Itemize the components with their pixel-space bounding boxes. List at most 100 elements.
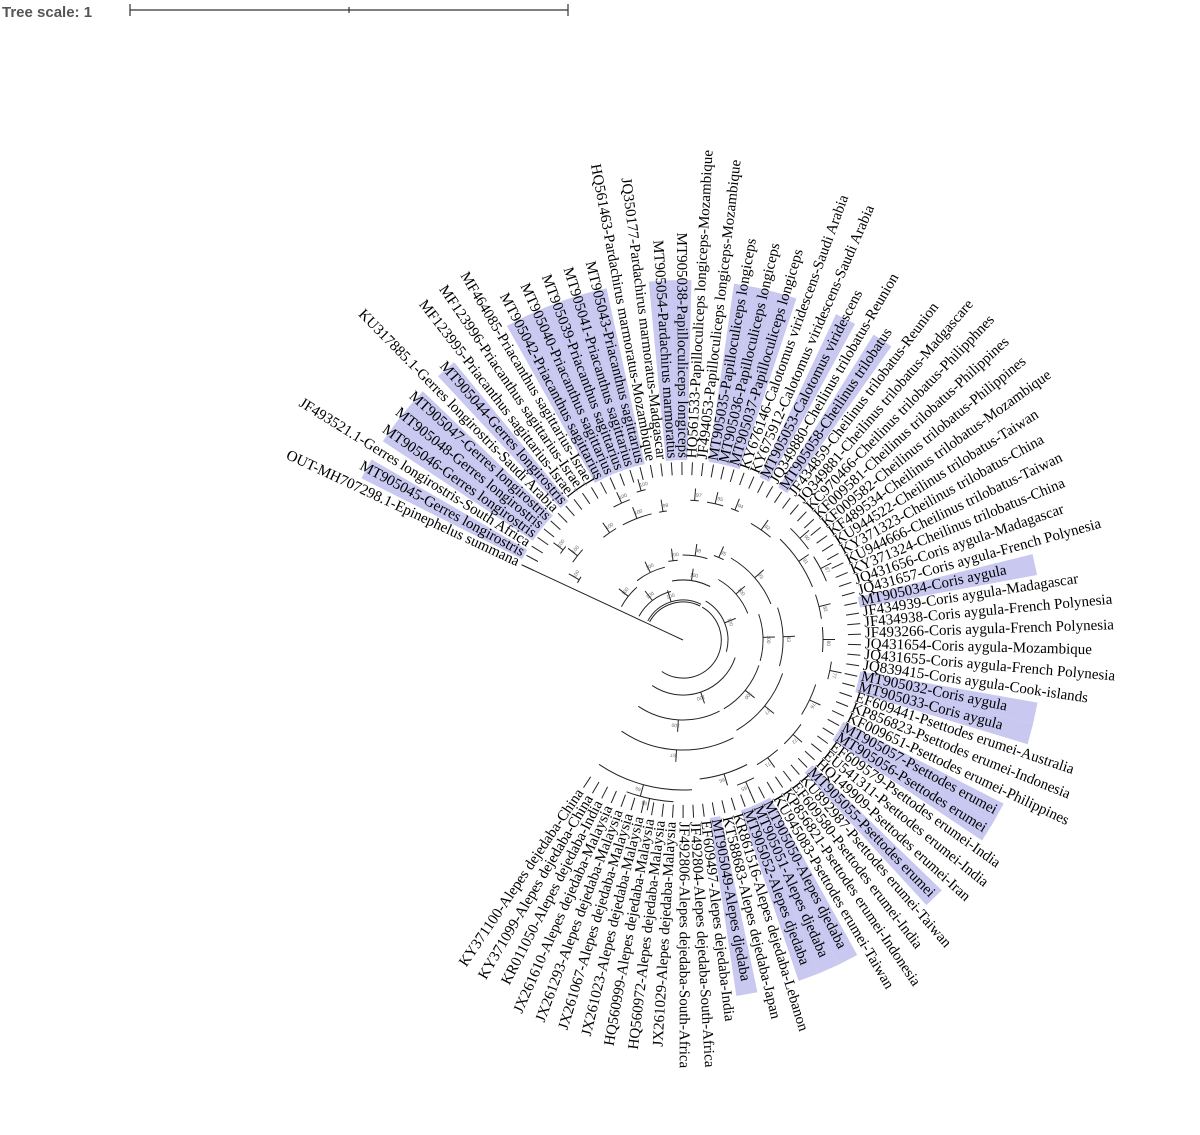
highlight-strip	[709, 816, 758, 997]
leaf-branch	[790, 764, 800, 775]
leaf-branch	[826, 552, 839, 561]
clade-stem	[616, 491, 623, 504]
clade-stem	[760, 519, 769, 531]
highlight-strip	[740, 806, 819, 981]
leaf-branch	[651, 802, 655, 816]
outgroup-branch	[521, 564, 647, 624]
clade-stem	[567, 547, 578, 557]
leaf-branch	[817, 735, 829, 744]
leaf-branch	[831, 562, 844, 569]
leaf-branch	[847, 623, 861, 626]
clade-stem	[602, 522, 611, 533]
highlight-strip	[545, 299, 625, 474]
bootstrap-value: 100	[689, 572, 698, 579]
bootstrap-value: 100	[621, 586, 631, 596]
leaf-branch	[526, 554, 539, 562]
leaf-branch	[816, 535, 828, 544]
leaf-branch	[810, 743, 822, 753]
bootstrap-value: 100	[736, 587, 746, 597]
leaf-branch	[619, 473, 625, 486]
clade-stem	[677, 719, 679, 732]
clade-stem	[745, 781, 751, 793]
leaf-branch	[573, 498, 583, 510]
leaf-branch	[846, 663, 860, 667]
leaf-label: MT905038-Papilloculiceps longiceps	[673, 233, 690, 459]
bootstrap-value: 100	[725, 617, 734, 627]
clade-stem	[809, 699, 821, 706]
leaf-branch	[757, 480, 764, 494]
leaf-branch	[835, 571, 848, 578]
leaf-branch	[582, 492, 591, 505]
leaf-branch	[639, 467, 644, 481]
leaf-branch	[710, 464, 714, 478]
leaf-branch	[691, 462, 693, 476]
clade-stem	[694, 543, 698, 556]
leaf-branch	[629, 469, 635, 483]
clade-stem	[744, 689, 755, 699]
leaf-branch	[789, 504, 799, 515]
bootstrap-value: 83	[785, 636, 791, 642]
leaf-branch	[749, 790, 756, 804]
leaf-branch	[640, 800, 645, 814]
clade-arc	[736, 673, 784, 731]
bootstrap-value: 72	[790, 737, 798, 745]
bootstrap-value: 76	[808, 702, 816, 710]
leaf-branch	[782, 497, 791, 509]
clade-arc	[651, 657, 736, 696]
leaf-branch	[630, 797, 636, 811]
bootstrap-value: 100	[666, 593, 676, 601]
clade-stem	[792, 734, 803, 743]
leaf-branch	[610, 790, 617, 804]
clade-stem	[646, 798, 651, 811]
clade-stem	[829, 670, 842, 674]
clade-stem	[644, 561, 651, 573]
leaf-branch	[765, 486, 774, 498]
highlight-strip	[525, 307, 615, 479]
bootstrap-value: 94	[737, 503, 745, 511]
clade-stem	[675, 749, 677, 762]
leaf-branch	[810, 526, 822, 536]
clade-stem	[639, 784, 644, 797]
leaf-branch	[774, 776, 784, 788]
bootstrap-value: 99	[663, 503, 670, 510]
bootstrap-value: 65	[634, 785, 641, 792]
clade-stem	[798, 554, 809, 562]
clade-arc	[756, 749, 779, 766]
clade-stem	[553, 542, 564, 551]
clade-stem	[724, 617, 736, 624]
tree-branches	[521, 461, 861, 818]
clade-stem	[632, 507, 638, 519]
leaf-branch	[739, 472, 745, 486]
leaf-branch	[583, 776, 592, 788]
clade-arc	[723, 665, 760, 710]
leaf-branch	[804, 750, 815, 761]
leaf-branch	[531, 545, 544, 554]
leaf-branch	[701, 463, 704, 477]
highlight-strip	[506, 316, 605, 483]
clade-arc	[821, 627, 824, 653]
bootstrap-value: 71	[763, 760, 771, 768]
bootstrap-value: 100	[571, 544, 581, 554]
leaf-branch	[842, 682, 855, 687]
leaf-branch	[838, 581, 852, 587]
bootstrap-value: 100	[618, 493, 628, 502]
bootstrap-value: 87	[823, 566, 831, 574]
clade-stem	[618, 588, 629, 597]
highlight-strip	[855, 681, 1034, 745]
highlight-strip	[719, 287, 776, 467]
bootstrap-value: 100	[670, 552, 679, 559]
clade-arc	[705, 600, 729, 652]
bootstrap-value: 82	[821, 606, 828, 613]
clade-stem	[799, 530, 810, 539]
clade-arc	[706, 501, 724, 507]
bootstrap-value: 100	[639, 481, 649, 489]
root-arc	[649, 601, 701, 623]
highlight-strip	[838, 721, 1004, 823]
leaf-branch	[702, 803, 705, 817]
bootstrap-value: 100	[572, 569, 582, 579]
clade-stem	[637, 479, 642, 491]
leaf-label: JQ431654-Coris aygula-Mozambique	[865, 636, 1093, 658]
bootstrap-value: 90	[802, 534, 810, 542]
clade-stem	[568, 573, 580, 581]
bootstrap-value: 93	[756, 572, 764, 580]
